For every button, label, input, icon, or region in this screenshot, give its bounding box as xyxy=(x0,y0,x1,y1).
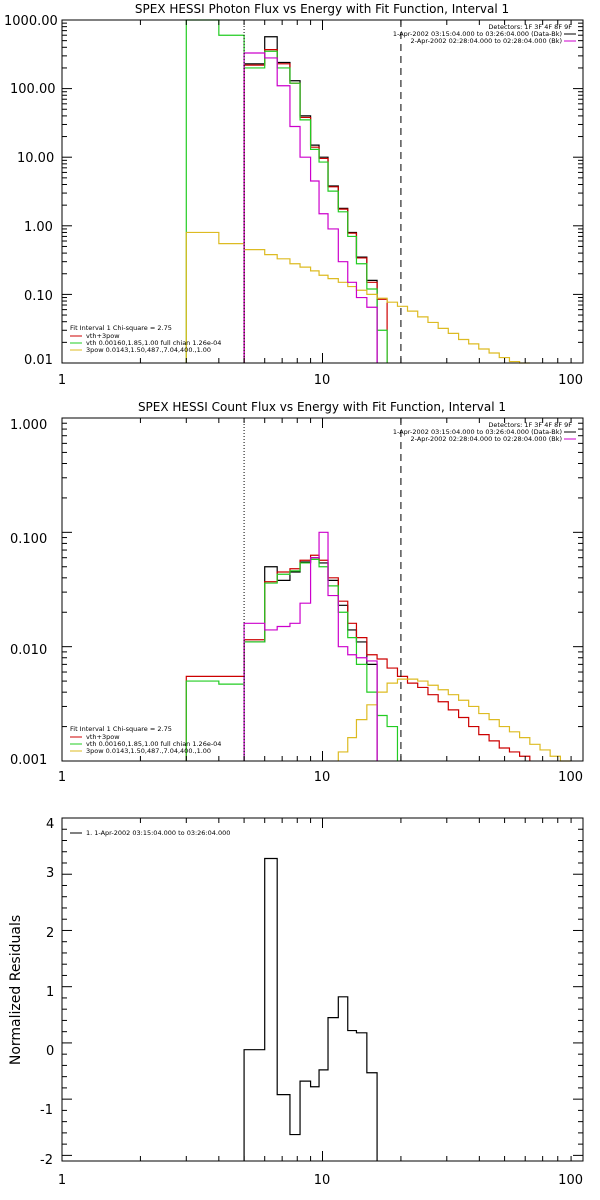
count-fit-3pow-label: 3pow 0.0143,1.50,487.,7.04,400.,1.00 xyxy=(86,747,211,755)
residual-xtick-100: 100 xyxy=(558,1173,583,1188)
residual-ytick-0: 0 xyxy=(46,1044,54,1059)
count-ytick-1: 1.000 xyxy=(10,418,47,433)
photon-ytick-10: 10.00 xyxy=(17,151,54,166)
count-chart-title: SPEX HESSI Count Flux vs Energy with Fit… xyxy=(138,400,506,414)
count-xtick-1: 1 xyxy=(58,770,66,785)
photon-fit-interval-label: Fit Interval 1 Chi-square = 2.75 xyxy=(70,324,172,332)
photon-fit-3pow-label: 3pow 0.0143,1.50,487.,7.04,400.,1.00 xyxy=(86,346,211,354)
residual-xtick-1: 1 xyxy=(58,1173,66,1188)
photon-xtick-100: 100 xyxy=(558,373,583,388)
residual-ytick-minus1: -1 xyxy=(40,1103,53,1118)
count-ytick-0.1: 0.100 xyxy=(10,532,47,547)
photon-ytick-0.1: 0.10 xyxy=(24,289,53,304)
photon-ytick-1000: 1000.00 xyxy=(4,14,58,29)
count-xtick-10: 10 xyxy=(314,770,331,785)
photon-chart-title: SPEX HESSI Photon Flux vs Energy with Fi… xyxy=(135,2,509,16)
photon-xtick-1: 1 xyxy=(58,373,66,388)
residual-legend-label: 1. 1-Apr-2002 03:15:04.000 to 03:26:04.0… xyxy=(86,829,230,837)
photon-ytick-0.01: 0.01 xyxy=(24,353,53,368)
count-xtick-100: 100 xyxy=(558,770,583,785)
photon-bk-label: 2-Apr-2002 02:28:04.000 to 02:28:04.000 … xyxy=(411,37,562,45)
count-ytick-0.001: 0.001 xyxy=(10,753,47,768)
count-ytick-0.01: 0.010 xyxy=(10,643,47,658)
photon-xtick-10: 10 xyxy=(314,373,331,388)
count-bk-label: 2-Apr-2002 02:28:04.000 to 02:28:04.000 … xyxy=(411,435,562,443)
residual-xtick-10: 10 xyxy=(314,1173,331,1188)
residual-ytick-minus2: -2 xyxy=(40,1153,53,1168)
residual-ytick-4: 4 xyxy=(46,817,54,832)
count-fit-interval-label: Fit Interval 1 Chi-square = 2.75 xyxy=(70,725,172,733)
residual-y-axis-label: Normalized Residuals xyxy=(8,915,24,1065)
residual-ytick-1: 1 xyxy=(46,985,54,1000)
residual-ytick-3: 3 xyxy=(46,866,54,881)
photon-ytick-100: 100.00 xyxy=(10,82,56,97)
photon-ytick-1: 1.00 xyxy=(24,220,53,235)
residual-ytick-2: 2 xyxy=(46,926,54,941)
